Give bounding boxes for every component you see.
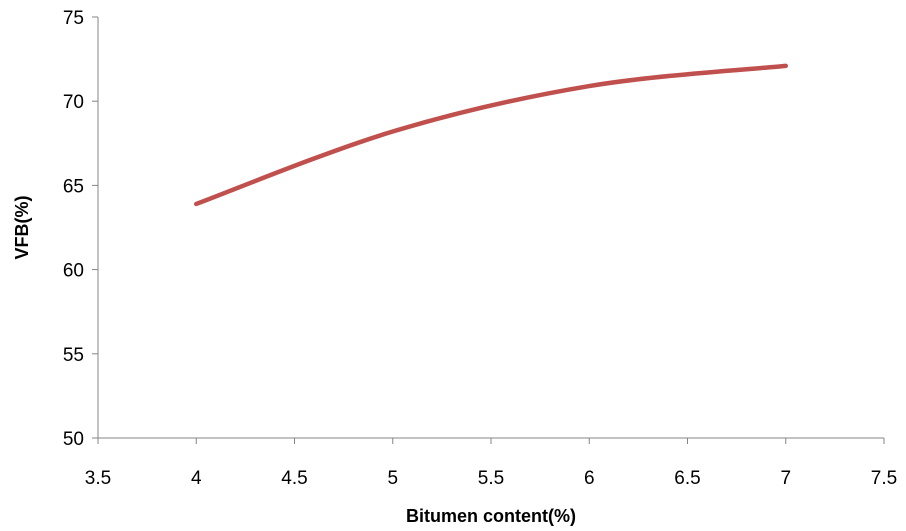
y-axis-ticks: 50 55 60 65 70 75 xyxy=(63,8,98,450)
x-tick-label: 3.5 xyxy=(85,468,111,489)
plot-area: 50 55 60 65 70 75 3.5 4 4.5 5 5.5 6 6.5 7 7.5 xyxy=(63,8,897,489)
y-tick-label: 75 xyxy=(63,8,84,29)
x-tick-label: 6 xyxy=(584,468,595,489)
y-tick-label: 50 xyxy=(63,429,84,450)
y-tick-label: 55 xyxy=(63,345,84,366)
x-tick-label: 4 xyxy=(191,468,202,489)
y-tick-label: 70 xyxy=(63,92,84,113)
x-tick-label: 6.5 xyxy=(674,468,700,489)
x-tick-label: 7 xyxy=(780,468,791,489)
y-tick-label: 60 xyxy=(63,261,84,282)
x-axis-ticks: 3.5 4 4.5 5 5.5 6 6.5 7 7.5 xyxy=(85,438,897,489)
series-layer xyxy=(194,63,788,207)
x-axis-title: Bitumen content(%) xyxy=(406,506,576,526)
series-line xyxy=(194,63,788,207)
y-tick-label: 65 xyxy=(63,176,84,197)
x-tick-label: 5.5 xyxy=(478,468,504,489)
x-tick-label: 4.5 xyxy=(281,468,307,489)
x-tick-label: 5 xyxy=(387,468,398,489)
x-tick-label: 7.5 xyxy=(871,468,897,489)
y-axis-title: VFB(%) xyxy=(12,196,32,260)
